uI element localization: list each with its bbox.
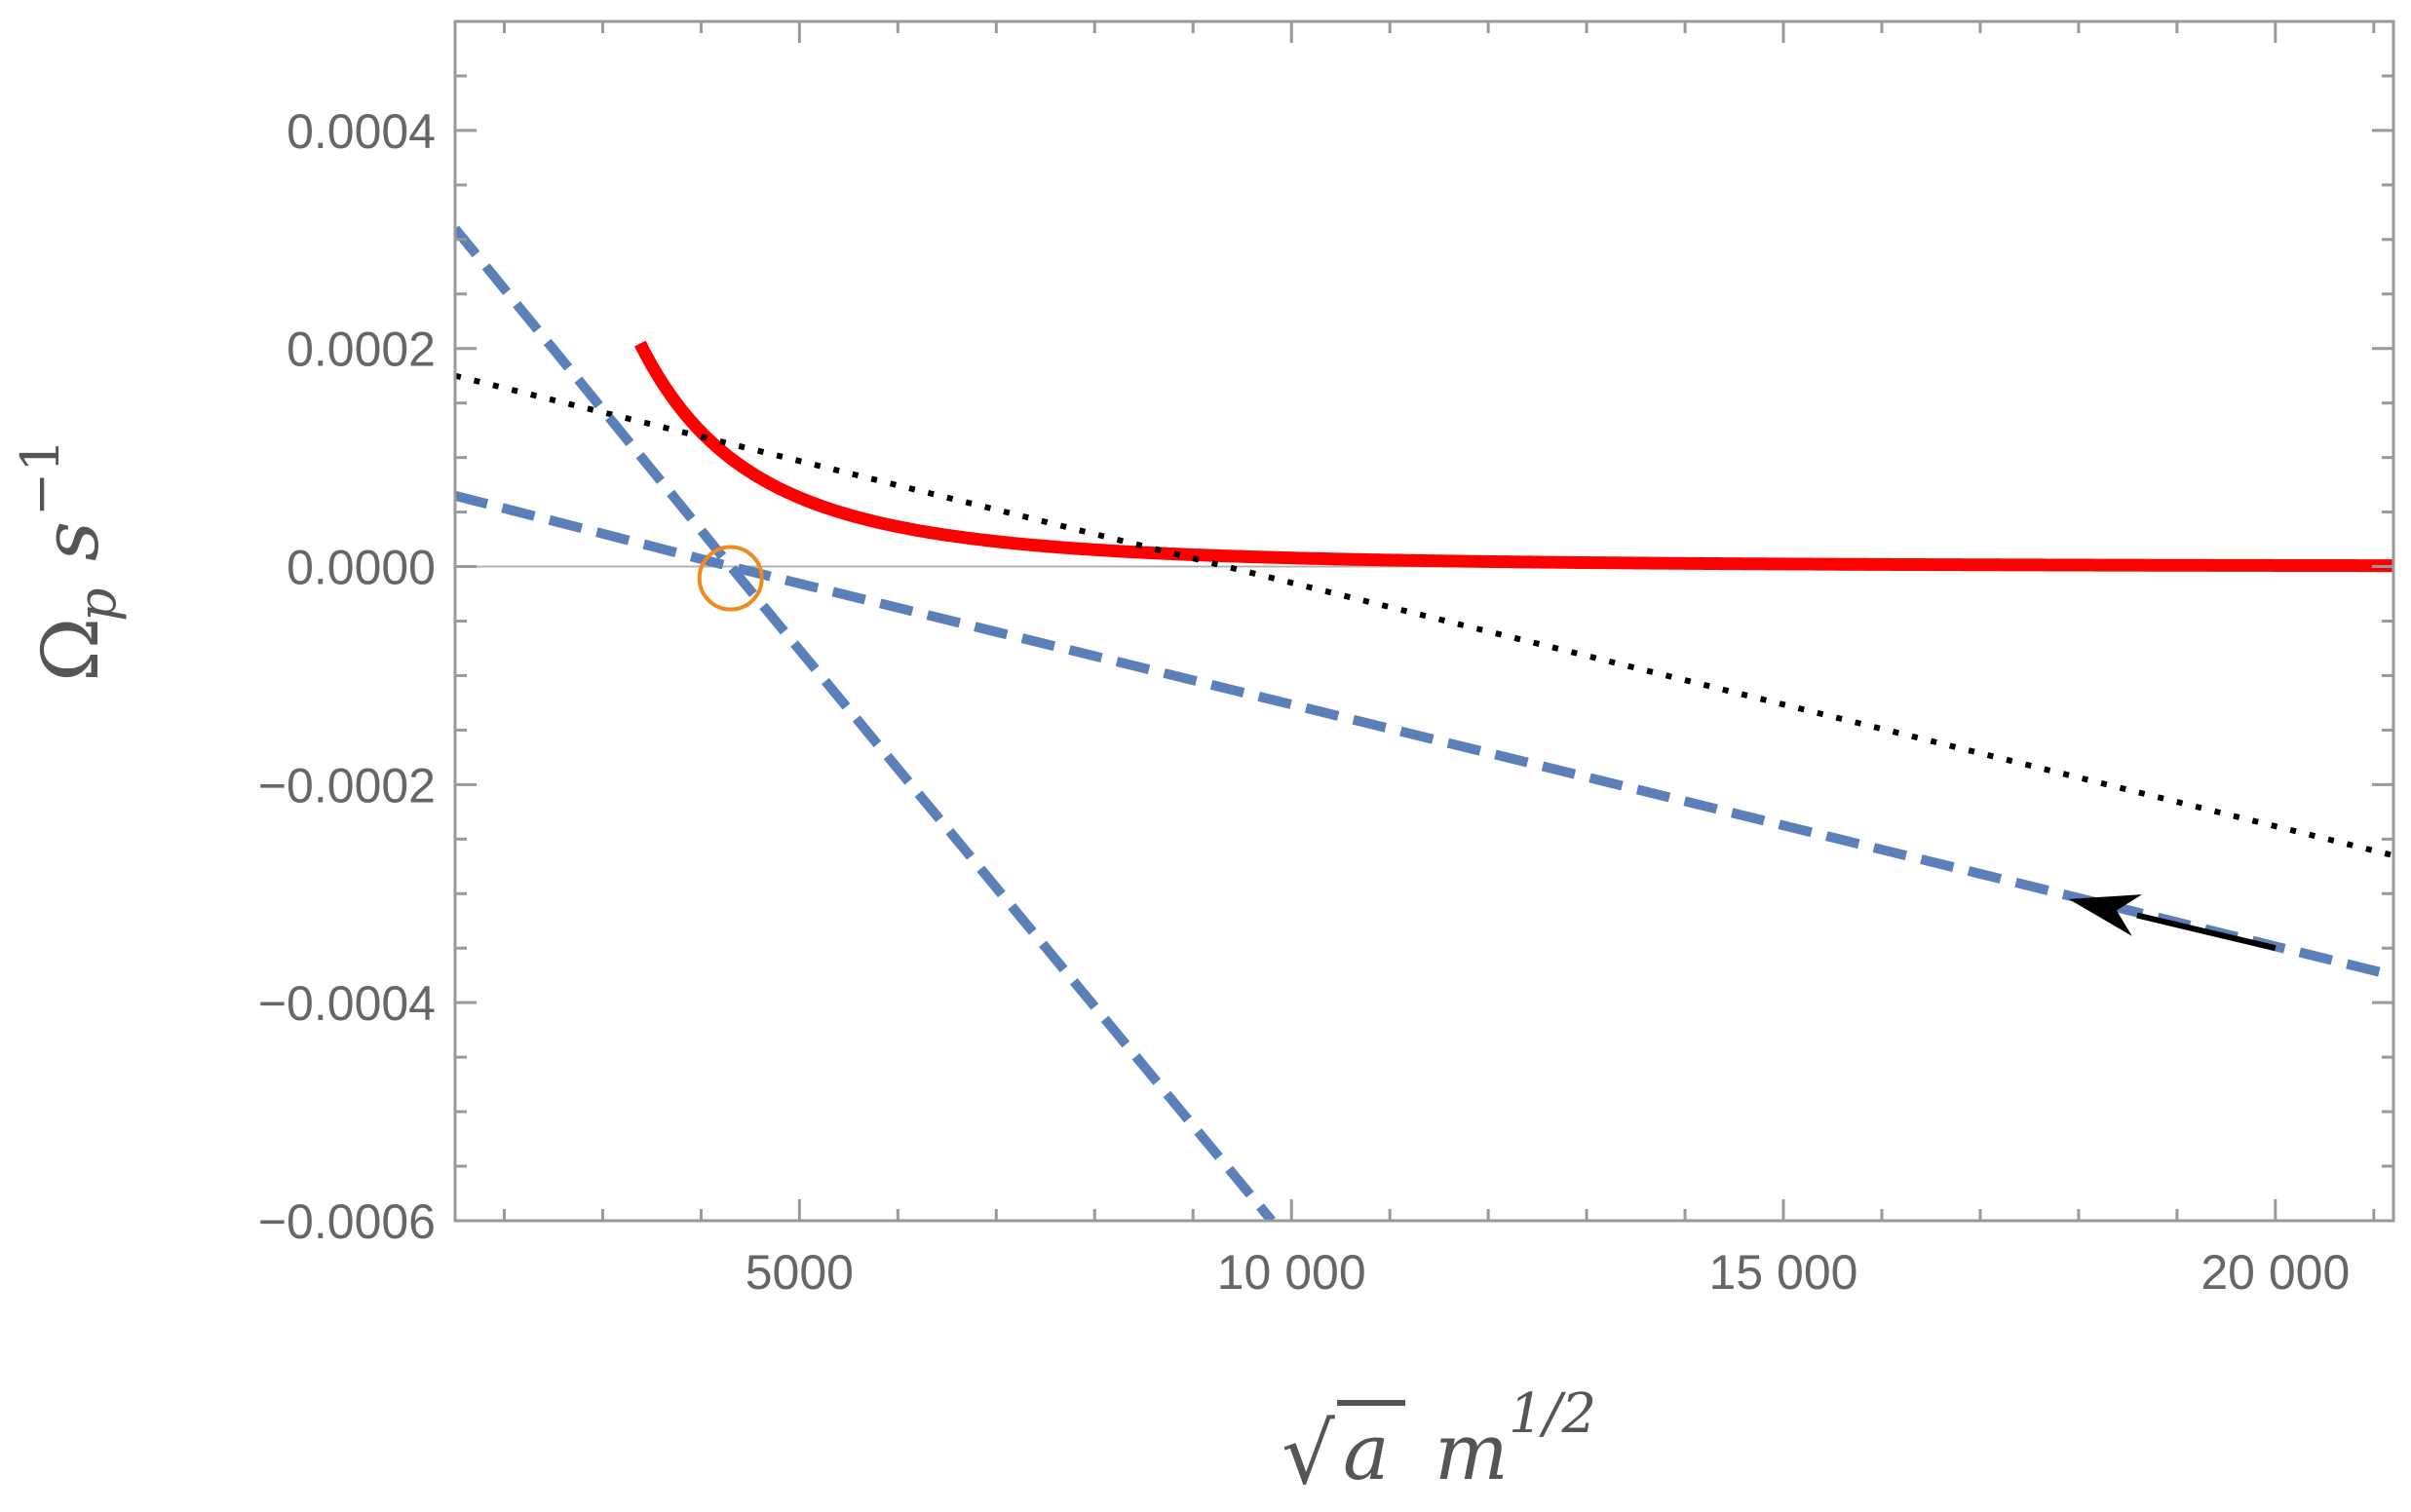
x-axis-label: √ a m 1/2	[1282, 1382, 1596, 1503]
x-tick-label: 5000	[746, 1245, 854, 1300]
series-black-dotted-line	[455, 372, 2393, 859]
x-tick-label: 20 000	[2201, 1245, 2350, 1300]
direction-arrow-shaft	[2136, 912, 2277, 952]
x-label-radical: √	[1282, 1406, 1335, 1503]
y-tick-label: −0.0006	[258, 1194, 436, 1249]
y-label-unit-exponent: −1	[10, 438, 71, 516]
direction-arrow-head	[2068, 894, 2142, 936]
y-label-subscript: p	[66, 587, 128, 622]
x-tick-label: 15 000	[1709, 1245, 1858, 1300]
series-red-solid-curve	[634, 340, 2393, 573]
axes-frame	[453, 19, 2395, 1223]
y-axis-label: Ω p s −1	[10, 438, 128, 682]
series-blue-dashed-shallow-line	[455, 490, 2393, 981]
y-tick-label: 0.0000	[287, 541, 436, 595]
series-blue-dashed-steep-line	[455, 225, 1276, 1221]
x-label-unit: m	[1435, 1407, 1509, 1497]
x-tick-label: 10 000	[1217, 1245, 1366, 1300]
y-label-symbol: Ω	[25, 618, 116, 682]
intersection-marker	[697, 545, 764, 612]
y-label-unit: s	[25, 521, 116, 561]
plot-area	[455, 225, 2393, 1221]
y-tick-label: 0.0004	[287, 104, 436, 159]
axis-ticks: 5000 10 000 15 000 20 000 0.0004 0.0002 0.0000…	[258, 19, 2393, 1300]
y-tick-label: −0.0002	[258, 758, 436, 813]
x-label-unit-exponent: 1/2	[1509, 1382, 1596, 1446]
x-label-radicand: a	[1343, 1407, 1390, 1497]
plot-frame	[453, 19, 2395, 1223]
y-tick-label: 0.0002	[287, 322, 436, 377]
y-tick-label: −0.0004	[258, 976, 436, 1031]
